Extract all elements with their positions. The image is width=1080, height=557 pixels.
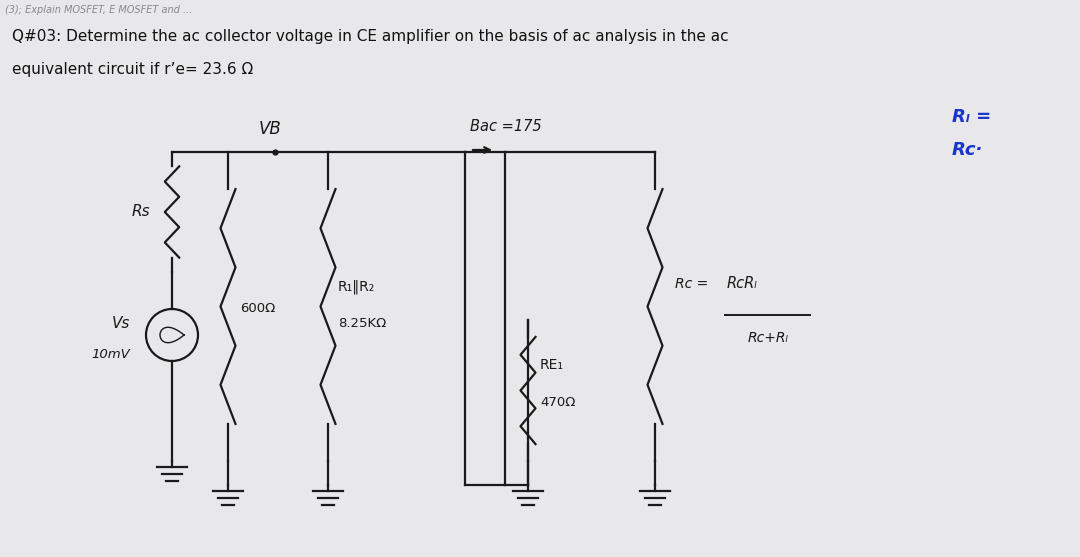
Text: R₁‖R₂: R₁‖R₂ xyxy=(338,279,375,294)
Text: (3); Explain MOSFET, E MOSFET and ...: (3); Explain MOSFET, E MOSFET and ... xyxy=(5,5,192,15)
Text: 10mV: 10mV xyxy=(91,349,130,361)
Text: 600Ω: 600Ω xyxy=(240,302,275,315)
Text: RE₁: RE₁ xyxy=(540,358,564,372)
Text: equivalent circuit if rʼe= 23.6 Ω: equivalent circuit if rʼe= 23.6 Ω xyxy=(12,62,253,77)
Text: Bac =175: Bac =175 xyxy=(470,119,542,134)
Text: 8.25KΩ: 8.25KΩ xyxy=(338,317,387,330)
Text: Rₗ =: Rₗ = xyxy=(951,108,991,126)
Text: Vs: Vs xyxy=(111,315,130,330)
Text: RcRₗ: RcRₗ xyxy=(727,276,758,291)
Text: VB: VB xyxy=(258,120,282,138)
Text: Rs: Rs xyxy=(132,204,150,219)
Text: Rc =: Rc = xyxy=(675,276,708,291)
Text: 470Ω: 470Ω xyxy=(540,397,576,409)
Text: Q#03: Determine the ac collector voltage in CE amplifier on the basis of ac anal: Q#03: Determine the ac collector voltage… xyxy=(12,29,729,44)
Text: Rc+Rₗ: Rc+Rₗ xyxy=(747,330,788,344)
Text: Rc·: Rc· xyxy=(951,141,984,159)
